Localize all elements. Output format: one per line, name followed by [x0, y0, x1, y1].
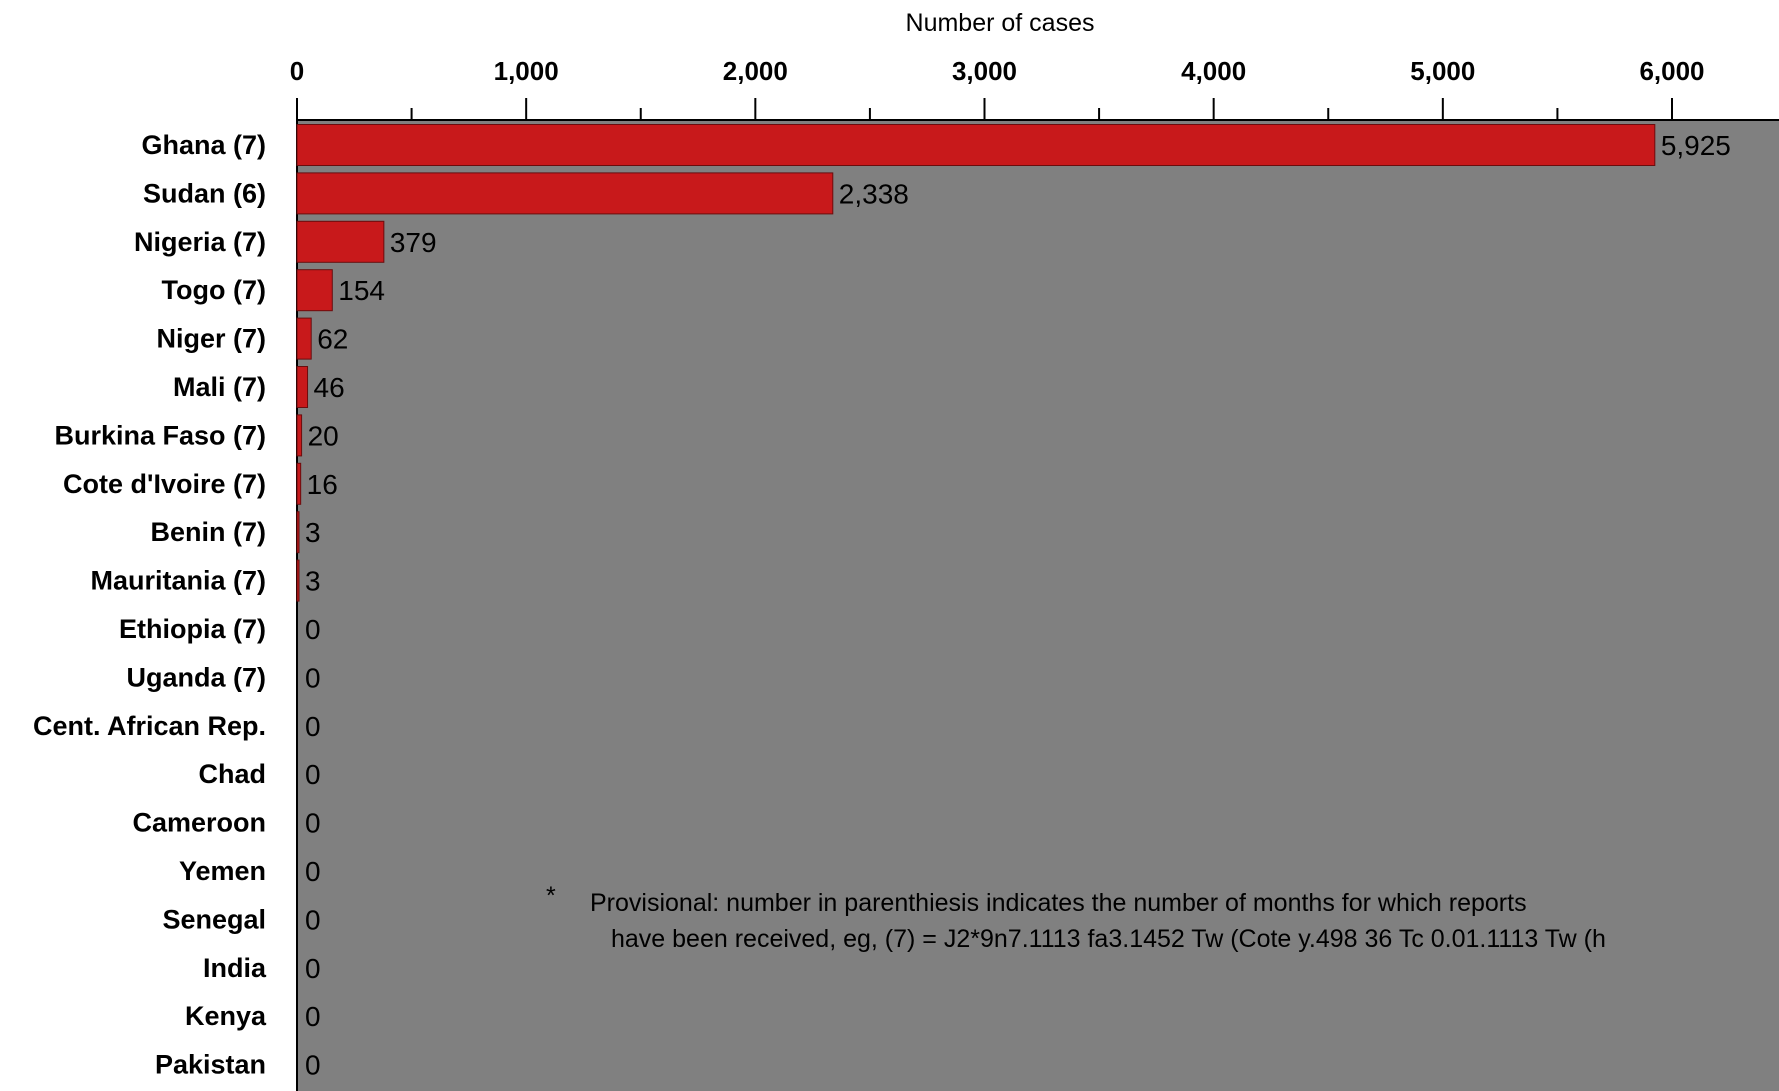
value-label: 0	[305, 904, 321, 935]
category-label: Ghana (7)	[141, 130, 266, 160]
bar	[296, 317, 312, 360]
category-label: Mali (7)	[173, 372, 266, 402]
value-label: 0	[305, 1001, 321, 1032]
x-tick-label: 5,000	[1410, 56, 1475, 86]
value-label: 62	[317, 324, 348, 355]
category-label: Yemen	[179, 856, 266, 886]
category-label: Ethiopia (7)	[119, 614, 266, 644]
x-tick-label: 0	[290, 56, 304, 86]
x-tick-label: 1,000	[494, 56, 559, 86]
bars: Ghana (7) 5,925 Sudan (6) 2,338 Nigeria (7) 3…	[33, 124, 1731, 1081]
x-tick-label: 2,000	[723, 56, 788, 86]
value-label: 16	[307, 469, 338, 500]
category-label: Mauritania (7)	[90, 566, 266, 596]
footnote-line-2: have been received, eg, (7) = J2*9n7.111…	[611, 925, 1606, 953]
category-label: Burkina Faso (7)	[54, 420, 266, 450]
bar	[296, 559, 300, 602]
bar	[296, 269, 333, 312]
value-label: 0	[305, 759, 321, 790]
x-axis: 0 1,000 2,000 3,000 4,000 5,000 6,000	[290, 56, 1779, 1091]
value-label: 154	[338, 275, 385, 306]
x-axis-label: Number of cases	[906, 9, 1095, 37]
x-tick-label: 4,000	[1181, 56, 1246, 86]
category-label: Uganda (7)	[126, 662, 266, 692]
value-label: 2,338	[839, 178, 909, 209]
footnote: * Provisional: number in parenthiesis in…	[546, 882, 1606, 953]
category-label: Chad	[199, 759, 267, 789]
footnote-marker: *	[546, 882, 556, 910]
value-label: 5,925	[1661, 130, 1731, 161]
category-label: India	[203, 953, 267, 983]
bar	[296, 124, 1656, 166]
category-label: Cameroon	[132, 808, 266, 838]
bar	[296, 511, 300, 554]
bar	[296, 172, 834, 215]
bar	[296, 462, 302, 505]
category-label: Pakistan	[155, 1050, 266, 1080]
value-label: 20	[308, 420, 339, 451]
value-label: 0	[305, 953, 321, 984]
value-label: 0	[305, 711, 321, 742]
category-label: Togo (7)	[162, 275, 266, 305]
bar	[296, 414, 303, 457]
value-label: 0	[305, 856, 321, 887]
value-label: 0	[305, 808, 321, 839]
value-label: 46	[314, 372, 345, 403]
x-tick-label: 6,000	[1639, 56, 1704, 86]
category-label: Benin (7)	[150, 517, 266, 547]
value-label: 3	[305, 566, 321, 597]
category-label: Niger (7)	[156, 324, 266, 354]
plot-background	[297, 120, 1779, 1091]
value-label: 0	[305, 614, 321, 645]
category-label: Nigeria (7)	[134, 227, 266, 257]
bar	[296, 220, 385, 263]
x-tick-label: 3,000	[952, 56, 1017, 86]
category-label: Kenya	[185, 1001, 267, 1031]
bar	[296, 366, 309, 408]
category-label: Sudan (6)	[143, 178, 266, 208]
category-label: Cote d'Ivoire (7)	[63, 469, 266, 499]
value-label: 0	[305, 1050, 321, 1081]
footnote-line-1: Provisional: number in parenthiesis indi…	[590, 889, 1527, 917]
value-label: 0	[305, 662, 321, 693]
category-label: Senegal	[162, 904, 266, 934]
category-label: Cent. African Rep.	[33, 711, 266, 741]
value-label: 379	[390, 227, 437, 258]
value-label: 3	[305, 517, 321, 548]
